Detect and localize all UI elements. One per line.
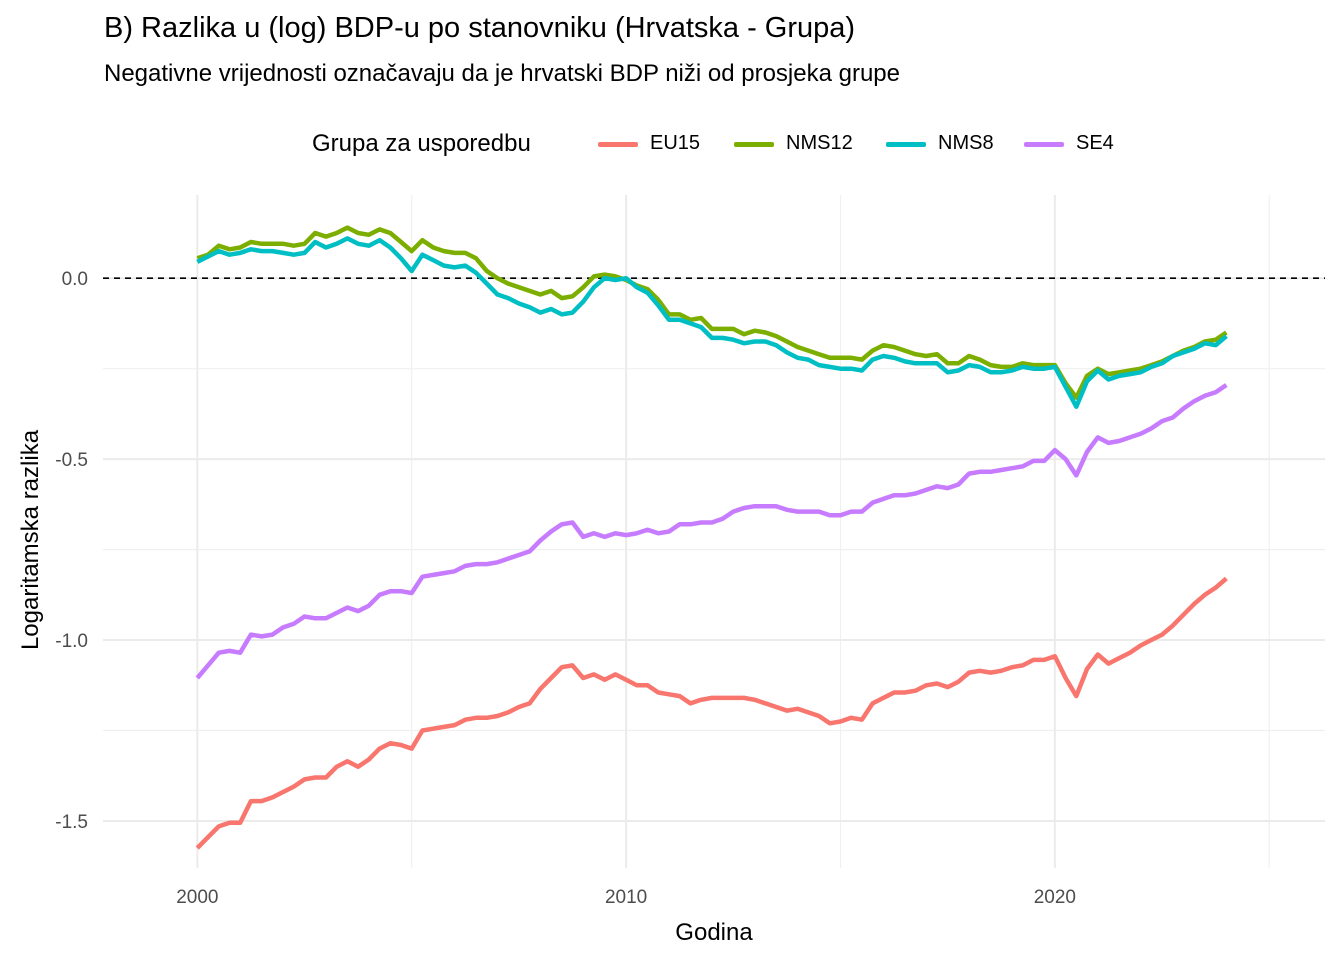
- x-tick-label: 2010: [605, 887, 647, 908]
- major-gridlines: [103, 195, 1325, 868]
- x-tick-label: 2020: [1034, 887, 1076, 908]
- legend-key-eu15: [598, 142, 638, 147]
- y-tick-label: -1.5: [55, 812, 88, 833]
- y-tick-label: -0.5: [55, 450, 88, 471]
- legend-label-nms8: NMS8: [938, 132, 994, 154]
- series-lines: [195, 225, 1228, 850]
- minor-gridlines: [103, 195, 1325, 868]
- chart-subtitle: Negativne vrijednosti označavaju da je h…: [104, 60, 900, 87]
- y-tick-label: 0.0: [62, 269, 88, 290]
- series-line-nms12: [196, 225, 1228, 400]
- legend-key-nms12: [734, 142, 774, 147]
- series-line-se4: [195, 383, 1228, 680]
- series-line-nms8: [196, 236, 1228, 409]
- legend-key-se4: [1024, 142, 1064, 147]
- legend-label-eu15: EU15: [650, 132, 701, 154]
- y-axis-title: Logaritamska razlika: [17, 429, 44, 650]
- legend: Grupa za usporedbu EU15 NMS12 NMS8 SE4: [0, 126, 1344, 162]
- x-tick-label: 2000: [176, 887, 218, 908]
- x-axis-title: Godina: [675, 919, 753, 946]
- legend-title: Grupa za usporedbu: [312, 130, 531, 157]
- y-tick-label: -1.0: [55, 631, 88, 652]
- chart-title: B) Razlika u (log) BDP-u po stanovniku (…: [104, 12, 856, 44]
- y-axis-ticks: 0.0 -0.5 -1.0 -1.5: [55, 269, 88, 833]
- legend-label-se4: SE4: [1076, 132, 1114, 154]
- series-line-eu15: [195, 576, 1228, 850]
- legend-label-nms12: NMS12: [786, 132, 853, 154]
- x-axis-ticks: 2000 2010 2020: [176, 887, 1076, 908]
- legend-key-nms8: [886, 142, 926, 147]
